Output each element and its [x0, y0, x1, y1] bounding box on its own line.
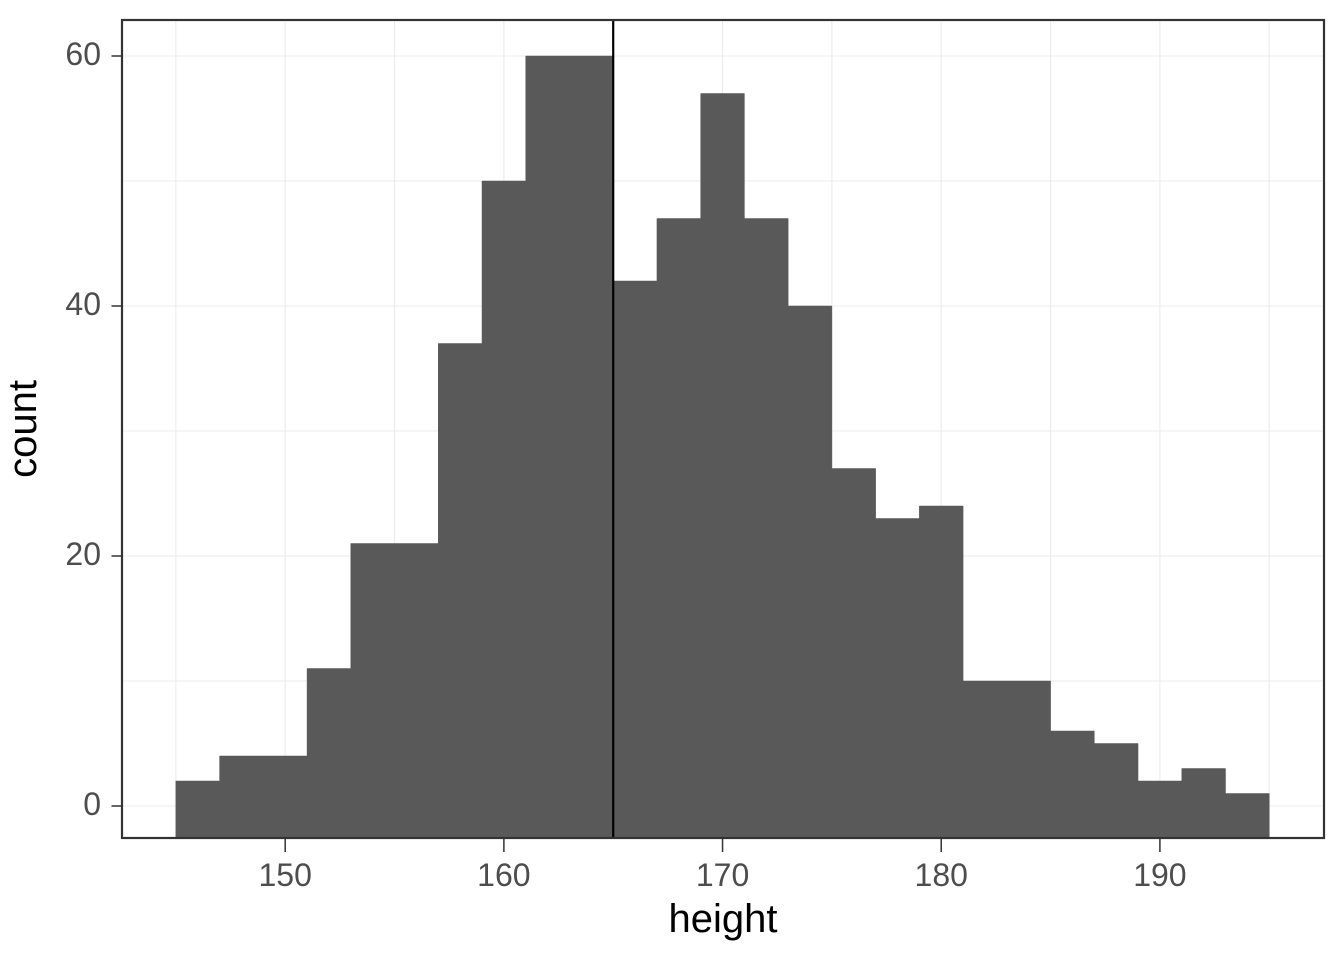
svg-text:160: 160 [477, 857, 530, 893]
svg-text:height: height [669, 897, 778, 941]
svg-text:60: 60 [65, 36, 101, 72]
svg-text:count: count [1, 380, 45, 478]
svg-text:190: 190 [1133, 857, 1186, 893]
svg-text:170: 170 [696, 857, 749, 893]
svg-text:0: 0 [83, 786, 101, 822]
svg-text:150: 150 [259, 857, 312, 893]
svg-text:20: 20 [65, 536, 101, 572]
svg-text:180: 180 [915, 857, 968, 893]
svg-text:40: 40 [65, 286, 101, 322]
